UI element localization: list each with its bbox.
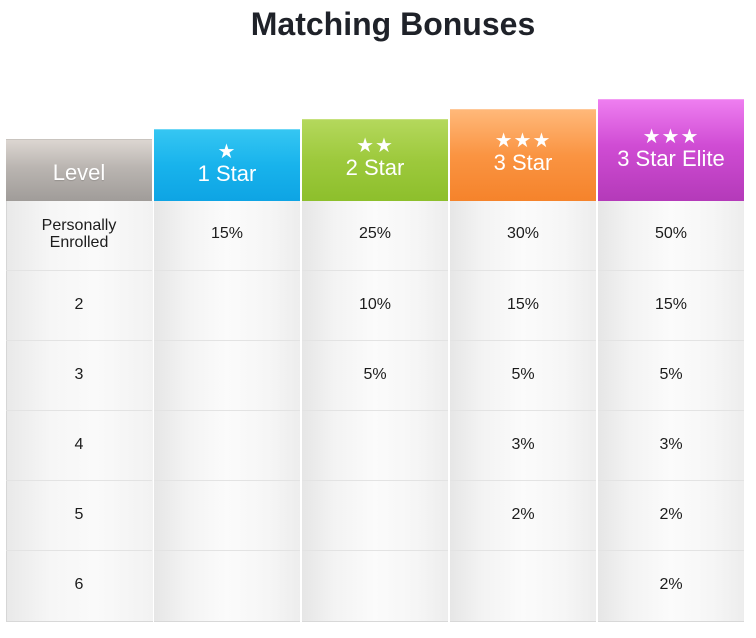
column-1-star-body: [154, 201, 300, 622]
level-cell-5: 5: [74, 506, 84, 523]
column-3-star-elite: ★★★ 3 Star Elite 50% 15% 5% 3% 2% 2%: [598, 0, 744, 638]
column-1-star: ★ 1 Star 15%: [154, 0, 300, 638]
header-2-star: ★★ 2 Star: [302, 119, 448, 201]
row-divider: [154, 550, 300, 551]
column-2-star-body: [302, 201, 448, 622]
cell-1-star-row-5: [154, 480, 300, 550]
row-divider: [154, 270, 300, 271]
header-level-label: Level: [52, 159, 106, 185]
row-divider: [154, 340, 300, 341]
cell-1-star-row-3: [154, 340, 300, 410]
header-3-star: ★★★ 3 Star: [450, 109, 596, 201]
row-divider: [6, 480, 152, 481]
stars-icon: ★★★: [494, 130, 552, 152]
row-divider: [6, 410, 152, 411]
level-cell-6: 6: [74, 576, 84, 593]
row-divider: [302, 550, 448, 551]
cell-2-star-row-4: [302, 410, 448, 480]
page-title: Matching Bonuses: [250, 6, 536, 42]
row-divider: [302, 340, 448, 341]
cell-elite-row-2: 15%: [654, 296, 688, 313]
cell-elite-row-4: 3%: [659, 436, 683, 453]
row-divider: [598, 480, 744, 481]
row-divider: [154, 480, 300, 481]
row-divider: [450, 480, 596, 481]
row-divider: [154, 410, 300, 411]
cell-1-star-row-2: [154, 270, 300, 340]
cell-2-star-row-1: 25%: [358, 225, 392, 242]
column-3-star-elite-body: [598, 201, 744, 622]
level-cell-personally-enrolled: Personally Enrolled: [41, 217, 117, 251]
cell-elite-row-1: 50%: [654, 225, 688, 242]
row-divider: [450, 410, 596, 411]
cell-3-star-row-5: 2%: [511, 506, 535, 523]
stars-icon: ★★★: [642, 126, 700, 148]
cell-3-star-row-3: 5%: [511, 366, 535, 383]
row-divider: [450, 550, 596, 551]
row-divider: [6, 550, 152, 551]
column-2-star: ★★ 2 Star 25% 10% 5%: [302, 0, 448, 638]
cell-elite-row-6: 2%: [659, 576, 683, 593]
row-divider: [302, 270, 448, 271]
cell-2-star-row-3: 5%: [363, 366, 387, 383]
row-divider: [6, 340, 152, 341]
cell-3-star-row-6: [450, 550, 596, 620]
row-divider: [450, 340, 596, 341]
cell-3-star-row-1: 30%: [506, 225, 540, 242]
header-1-star: ★ 1 Star: [154, 129, 300, 201]
column-3-star-body: [450, 201, 596, 622]
row-divider: [598, 270, 744, 271]
header-3-star-elite-label: 3 Star Elite: [617, 146, 725, 171]
header-1-star-label: 1 Star: [197, 161, 257, 186]
cell-1-star-row-1: 15%: [210, 225, 244, 242]
row-divider: [598, 340, 744, 341]
star-icon: ★: [217, 141, 237, 163]
row-divider: [302, 410, 448, 411]
header-3-star-label: 3 Star: [493, 150, 553, 175]
cell-1-star-row-6: [154, 550, 300, 620]
cell-2-star-row-6: [302, 550, 448, 620]
cell-2-star-row-2: 10%: [358, 296, 392, 313]
row-divider: [302, 480, 448, 481]
cell-3-star-row-2: 15%: [506, 296, 540, 313]
cell-3-star-row-4: 3%: [511, 436, 535, 453]
cell-elite-row-5: 2%: [659, 506, 683, 523]
row-divider: [450, 270, 596, 271]
cell-1-star-row-4: [154, 410, 300, 480]
row-divider: [598, 410, 744, 411]
header-level: Level: [6, 139, 152, 201]
stars-icon: ★★: [356, 135, 394, 157]
cell-2-star-row-5: [302, 480, 448, 550]
header-3-star-elite: ★★★ 3 Star Elite: [598, 99, 744, 201]
header-2-star-label: 2 Star: [345, 155, 405, 180]
level-cell-2: 2: [74, 296, 84, 313]
row-divider: [598, 550, 744, 551]
column-level: Level Personally Enrolled 2 3 4 5 6: [6, 0, 153, 638]
row-divider: [6, 270, 152, 271]
level-cell-3: 3: [74, 366, 84, 383]
column-level-body: [6, 201, 153, 622]
level-cell-4: 4: [74, 436, 84, 453]
cell-elite-row-3: 5%: [659, 366, 683, 383]
column-3-star: ★★★ 3 Star 30% 15% 5% 3% 2%: [450, 0, 596, 638]
